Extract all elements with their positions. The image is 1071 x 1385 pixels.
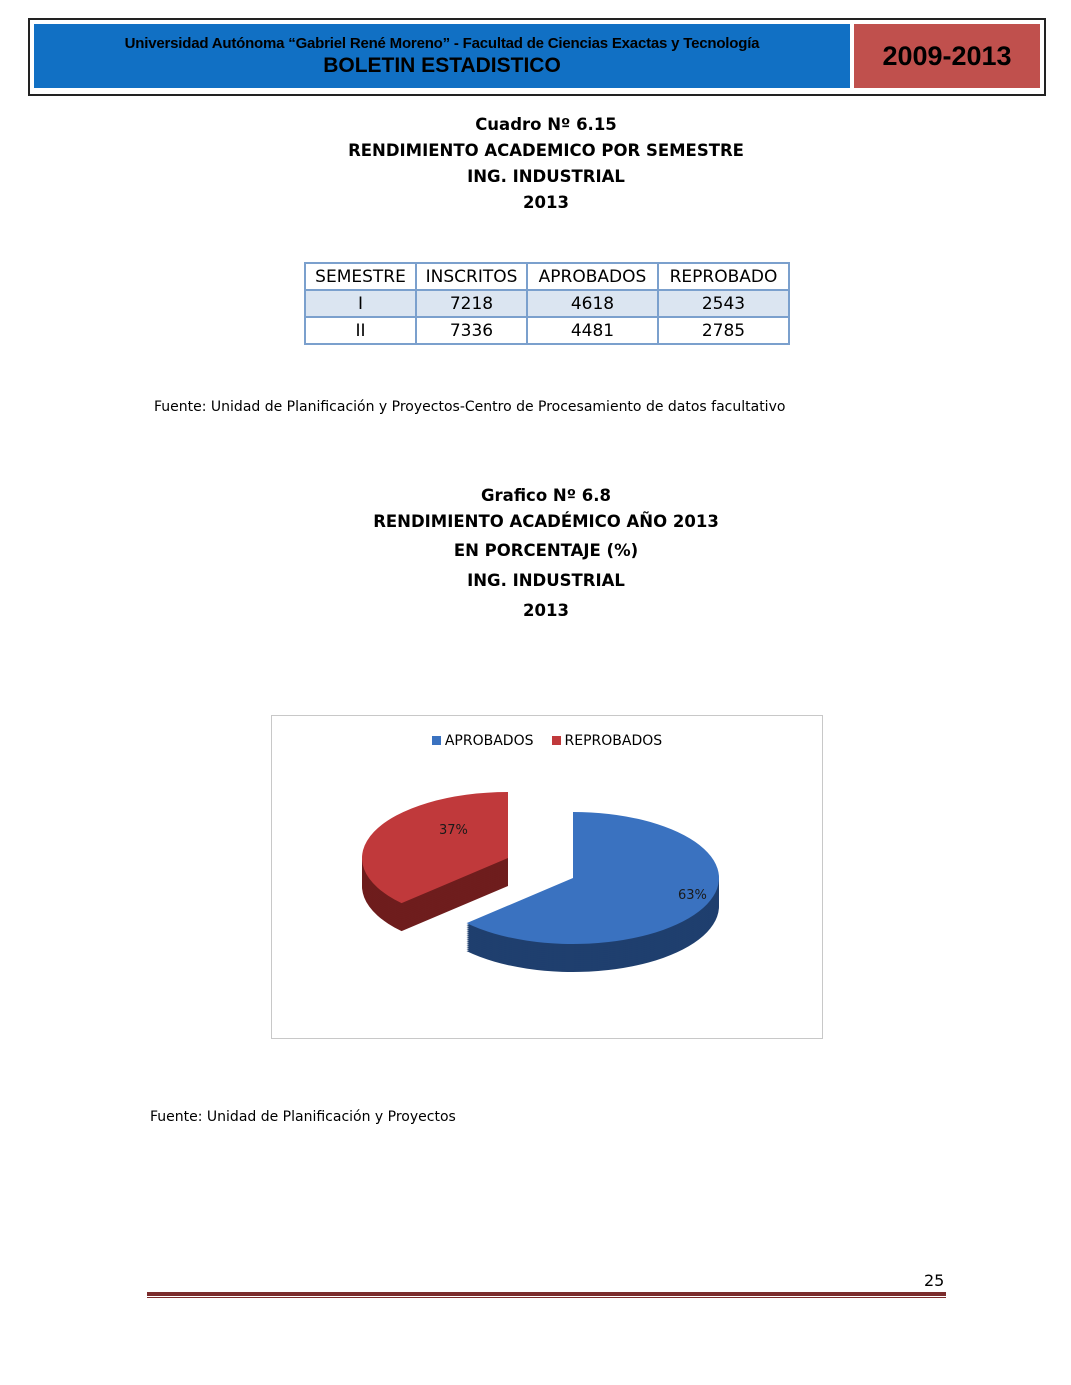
pie-chart: APROBADOS REPROBADOS 63% 37% — [271, 715, 823, 1039]
table-title: RENDIMIENTO ACADEMICO POR SEMESTRE — [348, 141, 744, 160]
table-cell: 2785 — [657, 316, 790, 345]
data-label: 63% — [678, 888, 707, 903]
legend-label: APROBADOS — [444, 733, 534, 749]
pie-slice-aprobados — [466, 812, 719, 944]
table-cell: 4481 — [526, 316, 659, 345]
table-year: 2013 — [523, 193, 569, 212]
table-cell: 7218 — [415, 289, 528, 318]
table-source: Fuente: Unidad de Planificación y Proyec… — [154, 399, 786, 415]
table-cell: II — [304, 316, 417, 345]
legend-swatch — [551, 736, 561, 745]
legend-item-reprobados: REPROBADOS — [551, 733, 663, 749]
pie-slice-reprobados — [362, 792, 508, 904]
legend-item-aprobados: APROBADOS — [431, 733, 534, 749]
chart-subtitle: EN PORCENTAJE (%) — [453, 541, 639, 560]
page-number: 25 — [924, 1271, 945, 1290]
table-number: Cuadro Nº 6.15 — [475, 115, 617, 134]
footer-rule — [147, 1292, 946, 1296]
data-table: SEMESTRE INSCRITOS APROBADOS REPROBADO I… — [304, 262, 790, 345]
table-cell: 4618 — [526, 289, 659, 318]
header-cell: REPROBADO — [657, 262, 790, 291]
table-cell: 2543 — [657, 289, 790, 318]
table-subtitle: ING. INDUSTRIAL — [467, 167, 625, 186]
bulletin-title: BOLETIN ESTADISTICO — [323, 54, 561, 77]
table-cell: 7336 — [415, 316, 528, 345]
header-cell: SEMESTRE — [304, 262, 417, 291]
chart-year: 2013 — [523, 601, 569, 620]
table-cell: I — [304, 289, 417, 318]
table-row: II 7336 4481 2785 — [304, 316, 790, 345]
document-header: Universidad Autónoma “Gabriel René Moren… — [28, 18, 1046, 96]
chart-number: Grafico Nº 6.8 — [481, 486, 611, 505]
header-cell: INSCRITOS — [415, 262, 528, 291]
data-label: 37% — [439, 823, 468, 838]
chart-program: ING. INDUSTRIAL — [467, 571, 625, 590]
footer-rule-thin — [147, 1297, 946, 1298]
legend-label: REPROBADOS — [564, 733, 663, 749]
pie-plot: 63% 37% — [362, 792, 719, 972]
table-row: I 7218 4618 2543 — [304, 289, 790, 318]
legend-swatch — [431, 736, 441, 745]
chart-source: Fuente: Unidad de Planificación y Proyec… — [150, 1109, 456, 1125]
years-badge: 2009-2013 — [854, 24, 1040, 88]
header-banner: Universidad Autónoma “Gabriel René Moren… — [34, 24, 850, 88]
chart-title: RENDIMIENTO ACADÉMICO AÑO 2013 — [373, 512, 719, 531]
header-cell: APROBADOS — [526, 262, 659, 291]
institution-name: Universidad Autónoma “Gabriel René Moren… — [124, 35, 760, 52]
chart-legend: APROBADOS REPROBADOS — [272, 733, 822, 749]
table-header-row: SEMESTRE INSCRITOS APROBADOS REPROBADO — [304, 262, 790, 291]
